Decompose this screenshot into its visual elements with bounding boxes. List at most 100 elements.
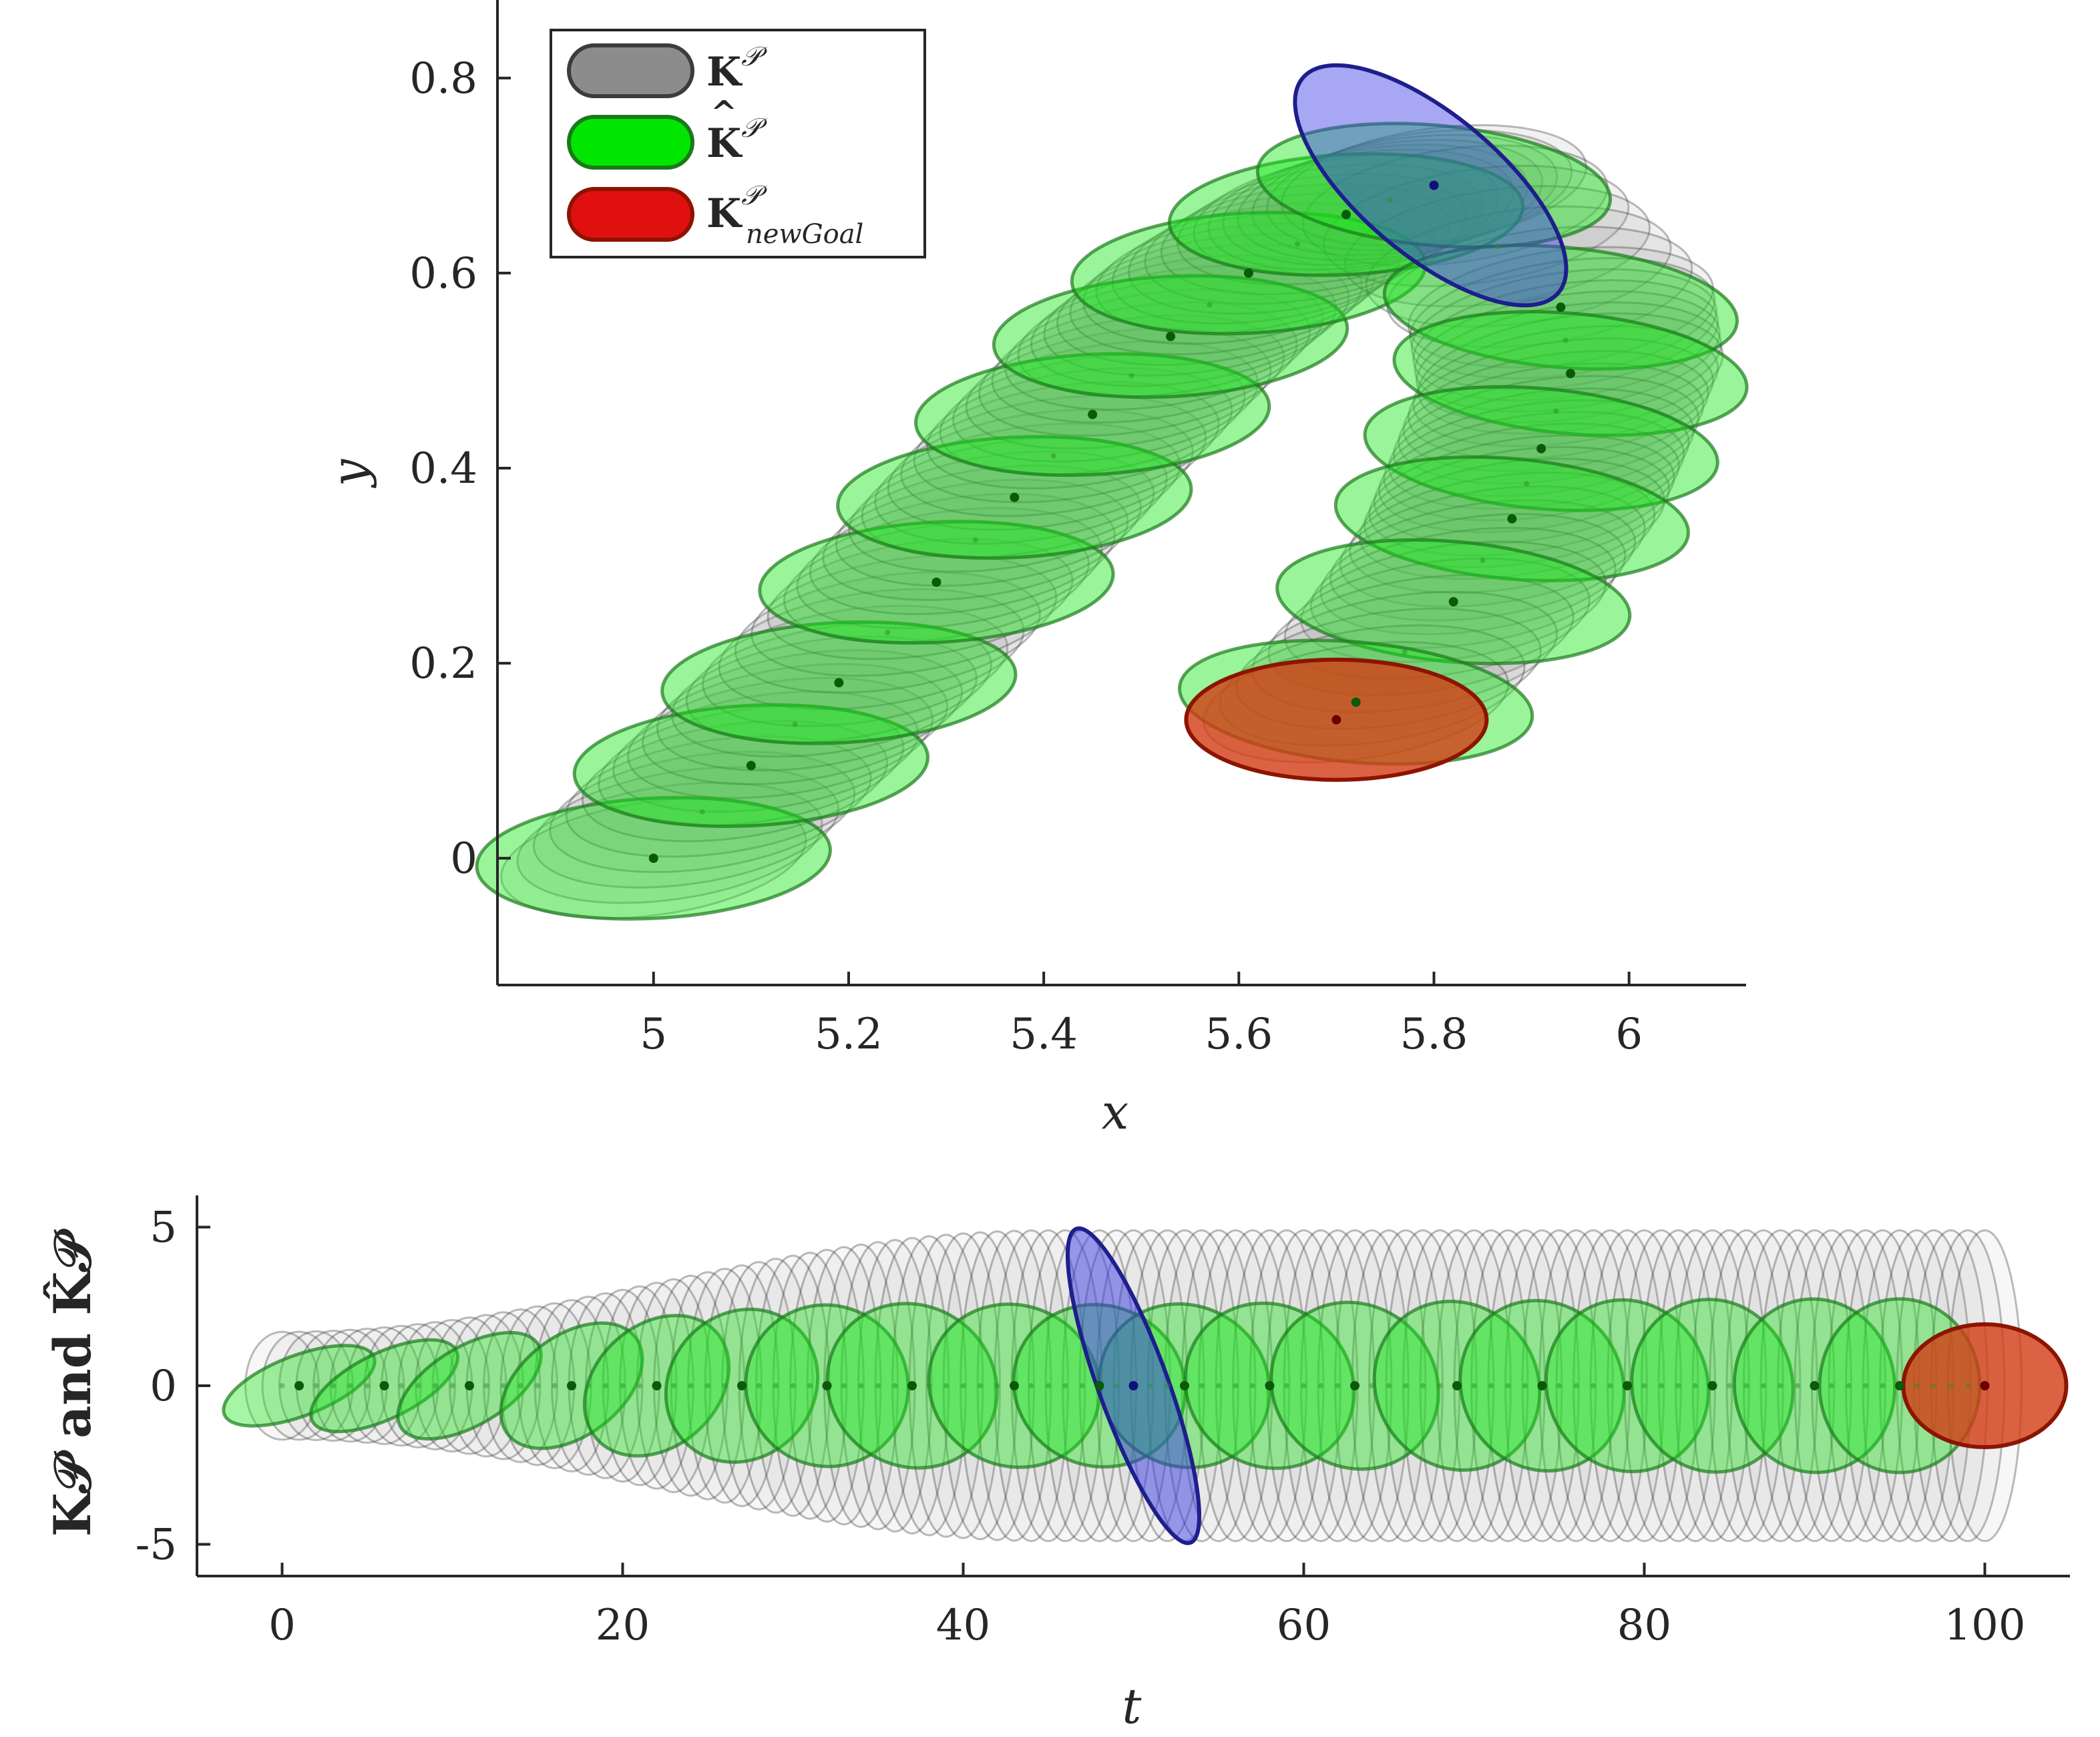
bottom-kp-ellipse — [415, 1318, 490, 1453]
top-x-tick-label: 5.4 — [1010, 1010, 1078, 1059]
bottom-path-point — [1216, 1383, 1221, 1388]
bottom-y-tick-label: -5 — [136, 1521, 177, 1570]
bottom-path-point — [705, 1383, 710, 1388]
top-center-point — [1448, 597, 1458, 607]
bottom-x-tick-label: 60 — [1277, 1601, 1331, 1650]
bottom-center-point — [294, 1381, 304, 1390]
bottom-path-point — [1743, 1383, 1749, 1388]
top-kp-ellipse — [887, 408, 1194, 531]
bottom-y-axis-label: K𝒫 and K̂𝒫 — [43, 1229, 102, 1537]
top-x-axis-label: x — [1102, 1084, 1129, 1140]
bottom-x-tick-label: 100 — [1944, 1601, 2025, 1650]
bottom-path-point — [1761, 1383, 1766, 1388]
bottom-path-point — [1522, 1383, 1528, 1388]
bottom-path-point — [756, 1383, 762, 1388]
bottom-path-point — [365, 1383, 370, 1388]
bottom-path-point — [1199, 1383, 1205, 1388]
top-center-point — [1243, 268, 1253, 278]
top-center-point — [1536, 443, 1546, 453]
bottom-center-point — [1010, 1381, 1019, 1390]
legend-khat-hat-mark: ^ — [710, 94, 737, 132]
top-kp-ellipse — [1414, 290, 1721, 413]
bottom-path-point — [1165, 1383, 1171, 1388]
bottom-path-point — [1591, 1383, 1596, 1388]
bottom-path-point — [1693, 1383, 1698, 1388]
top-y-tick-label: 0.2 — [409, 639, 477, 689]
bottom-path-point — [1046, 1383, 1051, 1388]
bottom-path-point — [875, 1383, 881, 1388]
bottom-goal-center-point — [1980, 1381, 1990, 1390]
bottom-path-point — [1863, 1383, 1868, 1388]
bottom-path-point — [399, 1383, 404, 1388]
top-kp-ellipse — [516, 781, 823, 904]
bottom-path-point — [1284, 1383, 1289, 1388]
bottom-x-tick-label: 80 — [1617, 1601, 1671, 1650]
top-path-point — [1562, 337, 1568, 343]
bottom-path-point — [279, 1383, 285, 1388]
bottom-path-point — [1148, 1383, 1153, 1388]
top-center-point — [931, 577, 941, 587]
bottom-path-point — [790, 1383, 796, 1388]
top-center-point — [1556, 303, 1566, 313]
bottom-path-point — [1301, 1383, 1307, 1388]
top-kp-ellipse — [952, 340, 1259, 463]
bottom-path-point — [331, 1383, 336, 1388]
top-highlight-center-point — [1429, 180, 1439, 190]
bottom-path-point — [671, 1383, 676, 1388]
bottom-path-point — [483, 1383, 489, 1388]
bottom-path-point — [1114, 1383, 1119, 1388]
bottom-path-point — [552, 1383, 558, 1388]
top-kp-ellipse — [1323, 164, 1630, 287]
bottom-path-point — [603, 1383, 608, 1388]
top-center-point — [1507, 514, 1517, 524]
bottom-path-point — [620, 1383, 626, 1388]
bottom-y-tick-label: 5 — [150, 1203, 177, 1253]
bottom-path-point — [1607, 1383, 1613, 1388]
top-kp-tube — [500, 124, 1724, 920]
bottom-center-point — [1180, 1381, 1189, 1390]
bottom-kp-ellipse — [244, 1330, 320, 1441]
top-path-point — [699, 809, 705, 815]
top-kp-ellipse — [1365, 205, 1672, 328]
bottom-center-point — [1094, 1381, 1104, 1390]
top-kp-ellipse — [1378, 411, 1685, 534]
bottom-path-point — [1727, 1383, 1732, 1388]
bottom-path-point — [1403, 1383, 1409, 1388]
bottom-center-point — [652, 1381, 662, 1390]
top-kp-ellipse — [767, 538, 1074, 660]
bottom-path-point — [1471, 1383, 1477, 1388]
top-path-point — [1207, 302, 1213, 308]
bottom-kp-ellipse — [329, 1328, 405, 1444]
bottom-path-point — [1335, 1383, 1341, 1388]
bottom-path-point — [1386, 1383, 1392, 1388]
bottom-center-point — [1452, 1381, 1462, 1390]
bottom-path-point — [1829, 1383, 1834, 1388]
top-x-tick-label: 5 — [640, 1010, 667, 1059]
bottom-path-point — [978, 1383, 983, 1388]
top-kp-ellipse — [627, 677, 934, 799]
top-x-tick-label: 5.6 — [1205, 1010, 1273, 1059]
top-center-point — [1351, 697, 1361, 707]
bottom-center-point — [822, 1381, 832, 1390]
top-kp-ellipse — [565, 735, 872, 858]
legend-swatch-goal — [567, 187, 694, 242]
top-kp-ellipse — [718, 588, 1025, 711]
top-kp-ellipse — [656, 649, 964, 772]
bottom-path-point — [1675, 1383, 1681, 1388]
bottom-path-point — [1505, 1383, 1511, 1388]
bottom-center-point — [737, 1381, 747, 1390]
top-center-point — [746, 761, 756, 771]
bottom-path-point — [1028, 1383, 1034, 1388]
top-y-tick-label: 0.6 — [409, 249, 477, 299]
top-y-tick-label: 0 — [450, 834, 477, 884]
top-center-point — [1088, 409, 1098, 419]
bottom-path-point — [1777, 1383, 1783, 1388]
bottom-path-point — [1080, 1383, 1085, 1388]
legend: K𝒫 ^ K𝒫 K𝒫 newGoal — [550, 29, 926, 258]
bottom-center-point — [567, 1381, 576, 1390]
top-path-point — [1294, 241, 1300, 247]
bottom-path-point — [586, 1383, 592, 1388]
top-center-point — [1341, 210, 1351, 220]
top-kp-ellipse — [1349, 471, 1656, 594]
bottom-center-point — [1537, 1381, 1547, 1390]
